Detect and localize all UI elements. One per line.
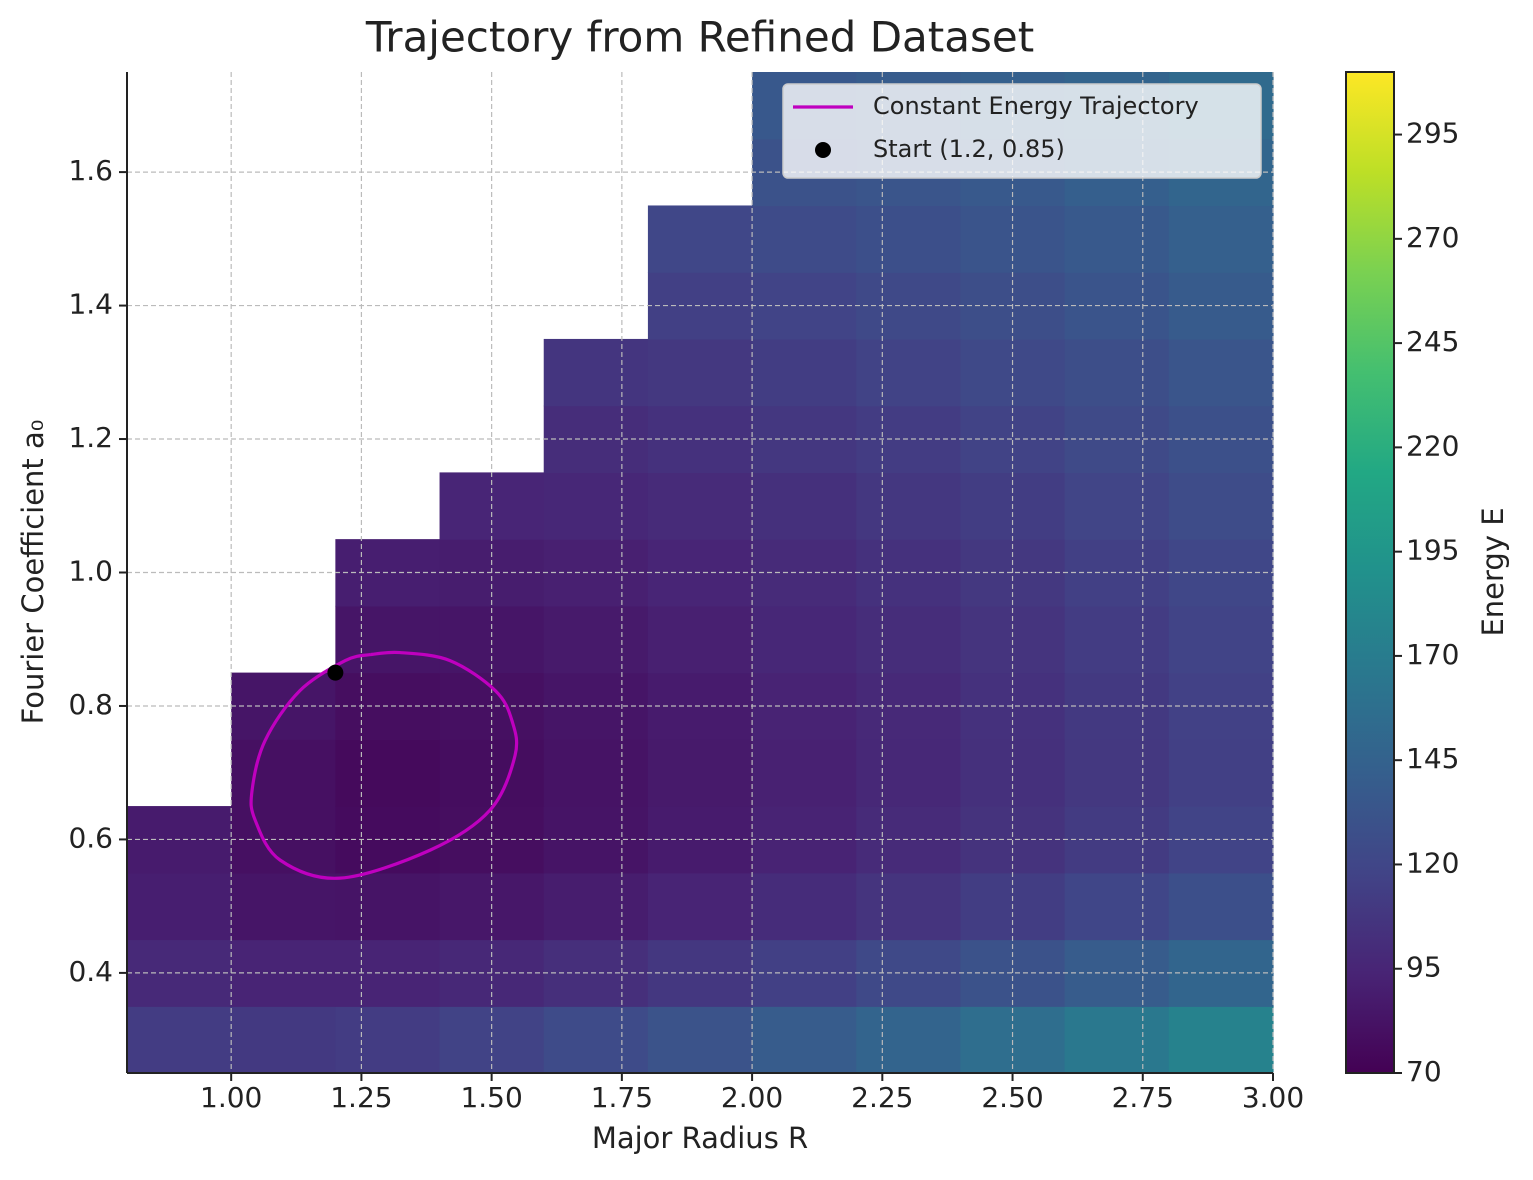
field-cell <box>1168 739 1274 807</box>
field-cell <box>543 338 649 407</box>
field-cell <box>752 739 857 807</box>
colorbar-tick-label: 120 <box>1406 846 1459 879</box>
field-cell <box>647 1006 753 1074</box>
field-cell <box>543 872 649 941</box>
chart-title: Trajectory from Refined Dataset <box>365 13 1034 62</box>
y-tick-label: 0.6 <box>68 821 113 854</box>
y-tick-label: 1.4 <box>68 288 113 321</box>
field-cell <box>335 739 441 807</box>
field-cell <box>752 472 857 540</box>
x-axis-label: Major Radius R <box>592 1121 808 1155</box>
colorbar-tick-label: 70 <box>1406 1055 1442 1088</box>
field-cell <box>543 472 649 540</box>
colorbar-tick-label: 95 <box>1406 951 1442 984</box>
x-tick-label: 1.50 <box>460 1081 522 1114</box>
y-tick-label: 1.2 <box>68 421 113 454</box>
x-tick-label: 3.00 <box>1242 1081 1304 1114</box>
x-tick-label: 2.50 <box>981 1081 1043 1114</box>
trajectory-line <box>249 650 519 880</box>
field-cell <box>127 1006 232 1074</box>
field-cell <box>647 605 753 674</box>
colorbar-tick-label: 220 <box>1406 429 1459 462</box>
field-cell <box>1064 1006 1170 1074</box>
field-cell <box>1064 872 1170 941</box>
field-cell <box>856 605 962 674</box>
legend-swatch <box>815 142 831 158</box>
x-tick-label: 2.25 <box>851 1081 913 1114</box>
field-cell <box>543 1006 649 1074</box>
field-cell <box>960 205 1066 273</box>
x-tick-label: 2.00 <box>721 1081 783 1114</box>
field-cell <box>960 605 1066 674</box>
field-cell <box>1064 739 1170 807</box>
legend-box <box>782 83 1262 179</box>
field-cell <box>1168 1006 1274 1074</box>
field-cell <box>1064 338 1170 407</box>
field-cell <box>543 739 649 807</box>
field-cell <box>335 872 441 941</box>
x-tick-label: 1.25 <box>330 1081 392 1114</box>
field-cell <box>335 1006 441 1074</box>
field-cell <box>543 605 649 674</box>
field-cell <box>856 872 962 941</box>
field-cell <box>1168 472 1274 540</box>
legend-label: Constant Energy Trajectory <box>873 92 1199 120</box>
x-tick-label: 1.75 <box>591 1081 653 1114</box>
field-cell <box>1168 872 1274 941</box>
colorbar-tick-label: 195 <box>1406 534 1459 567</box>
field-cell <box>127 872 232 941</box>
field-cell <box>647 872 753 941</box>
field-cell <box>752 205 857 273</box>
field-cell <box>647 205 753 273</box>
field-cell <box>856 338 962 407</box>
start-point <box>327 664 344 681</box>
y-tick-label: 0.8 <box>68 688 113 721</box>
field-cell <box>647 338 753 407</box>
colorbar-tick-label: 245 <box>1406 325 1459 358</box>
field-cell <box>856 1006 962 1074</box>
field-cell <box>1168 338 1274 407</box>
field-cell <box>1168 605 1274 674</box>
field-cell <box>752 1006 857 1074</box>
field-cell <box>752 605 857 674</box>
field-cell <box>752 872 857 941</box>
field-cell <box>1064 605 1170 674</box>
colorbar-tick-label: 145 <box>1406 742 1459 775</box>
field-cell <box>647 472 753 540</box>
colorbar-tick-label: 295 <box>1406 117 1459 150</box>
field-cell <box>231 1006 336 1074</box>
x-tick-label: 2.75 <box>1112 1081 1174 1114</box>
field-cell <box>752 338 857 407</box>
y-tick-label: 0.4 <box>68 955 113 988</box>
field-cell <box>856 472 962 540</box>
colorbar-label: Energy E <box>1476 507 1510 636</box>
legend-label: Start (1.2, 0.85) <box>873 135 1065 163</box>
x-tick-label: 1.00 <box>200 1081 262 1114</box>
y-tick-label: 1.0 <box>68 555 113 588</box>
field-cell <box>1064 205 1170 273</box>
colorbar-tick-label: 270 <box>1406 221 1459 254</box>
field-cell <box>856 739 962 807</box>
field-cell <box>1168 205 1274 273</box>
colorbar <box>1345 71 1395 1074</box>
field-cell <box>335 605 441 674</box>
y-axis-label: Fourier Coefficient a₀ <box>16 420 50 725</box>
field-cell <box>231 739 336 807</box>
y-tick-label: 1.6 <box>68 154 113 187</box>
field-cell <box>647 739 753 807</box>
colorbar-tick-label: 170 <box>1406 638 1459 671</box>
field-cell <box>1064 472 1170 540</box>
field-cell <box>856 205 962 273</box>
field-cell <box>231 872 336 941</box>
